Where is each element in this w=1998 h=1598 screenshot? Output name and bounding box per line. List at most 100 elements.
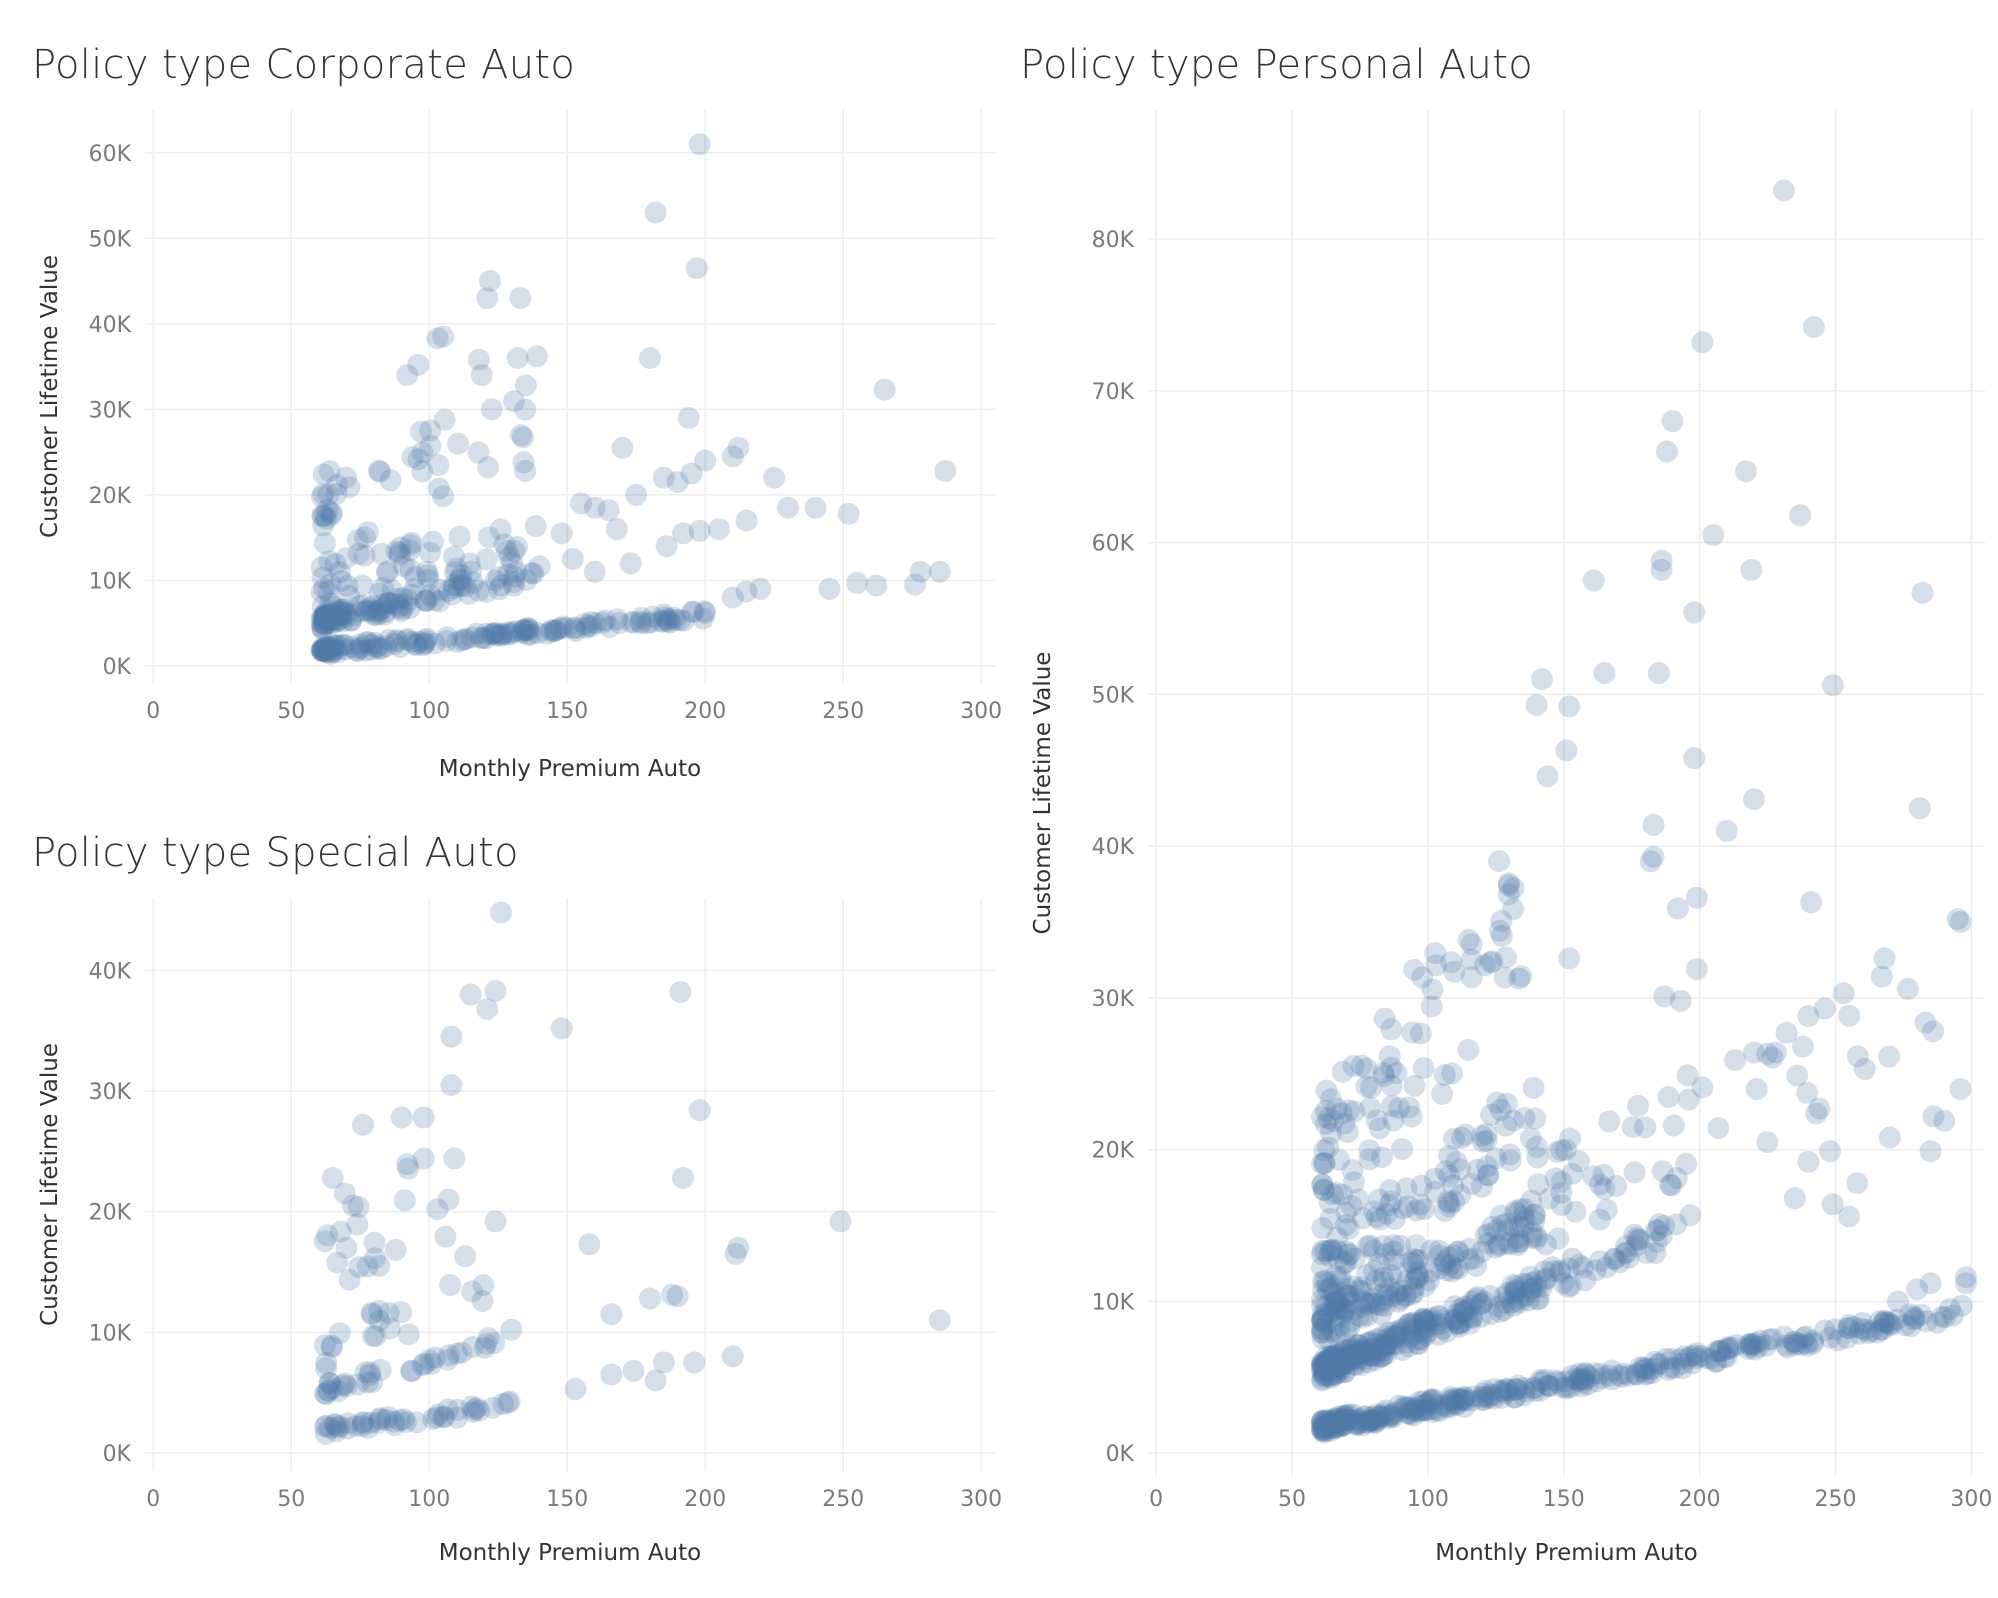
data-point (1311, 1409, 1334, 1432)
data-point (1683, 747, 1706, 770)
data-point (362, 603, 385, 626)
x-tick-label: 150 (546, 1487, 588, 1512)
data-point (1584, 1259, 1607, 1282)
data-point (352, 1411, 375, 1433)
data-point (1525, 1227, 1548, 1250)
data-point (1797, 1150, 1820, 1173)
data-point (644, 1369, 667, 1392)
data-point (426, 327, 449, 350)
data-point (1431, 1317, 1454, 1340)
data-point (453, 628, 476, 651)
data-point (1330, 1357, 1353, 1380)
data-point (1870, 965, 1893, 988)
data-point (511, 621, 534, 644)
data-point (1608, 1364, 1631, 1387)
data-point (326, 1251, 349, 1274)
data-point (326, 605, 349, 628)
data-point (352, 1113, 374, 1136)
data-point (418, 1349, 441, 1372)
data-point (1538, 1187, 1561, 1210)
data-point (377, 629, 400, 652)
data-point (1600, 1359, 1623, 1382)
data-point (1427, 1323, 1450, 1346)
data-point (1438, 1396, 1461, 1419)
data-point (433, 408, 456, 431)
data-point (446, 1406, 468, 1429)
x-tick-label: 200 (684, 1487, 726, 1512)
data-point (476, 287, 499, 310)
data-point (449, 568, 472, 591)
data-point (310, 581, 333, 604)
data-point (1506, 1280, 1529, 1303)
data-point (1380, 1405, 1403, 1428)
data-point (1561, 1162, 1584, 1185)
data-point (319, 1417, 341, 1440)
data-point (1389, 1234, 1412, 1257)
y-tick-label: 20K (89, 484, 132, 509)
data-point (1390, 1279, 1413, 1302)
data-point (1621, 1116, 1644, 1139)
data-point (735, 509, 758, 532)
data-point (428, 590, 451, 613)
data-point (763, 466, 786, 489)
data-point (427, 477, 450, 500)
data-point (483, 1332, 506, 1355)
data-point (1462, 1247, 1485, 1270)
data-point (1504, 1386, 1526, 1409)
data-point (437, 1188, 460, 1211)
x-axis-label: Monthly Premium Auto (439, 1540, 701, 1566)
data-point (1441, 1062, 1463, 1085)
data-point (1332, 1415, 1355, 1437)
data-point (1605, 1175, 1628, 1197)
data-point (317, 1379, 340, 1402)
data-point (1315, 1355, 1338, 1378)
data-point (1469, 1293, 1492, 1316)
data-point (1327, 1247, 1350, 1270)
data-point (1485, 1219, 1508, 1242)
data-point (1327, 1293, 1350, 1315)
data-point (1495, 1378, 1518, 1401)
data-point (1579, 1366, 1601, 1389)
data-point (460, 560, 483, 583)
data-point (1460, 948, 1483, 971)
data-point (636, 612, 659, 635)
data-point (1310, 1106, 1333, 1129)
data-point (1317, 1365, 1340, 1388)
data-point (672, 1166, 695, 1189)
data-point (1868, 1310, 1891, 1333)
data-point (1383, 1207, 1406, 1230)
data-point (1457, 928, 1480, 951)
data-point (1339, 1291, 1362, 1314)
data-point (1675, 1152, 1698, 1175)
data-point (1320, 1354, 1343, 1377)
data-point (1435, 1160, 1457, 1182)
data-point (1402, 1313, 1425, 1336)
data-point (1416, 1316, 1439, 1339)
data-point (433, 1405, 456, 1428)
data-point (1922, 1020, 1945, 1043)
data-point (1355, 1057, 1378, 1080)
x-tick-label: 100 (1407, 1487, 1449, 1512)
data-point (1325, 1181, 1348, 1204)
data-point (693, 600, 716, 623)
data-point (475, 622, 498, 645)
data-point (1368, 1345, 1391, 1368)
data-point (1399, 1312, 1422, 1335)
points-personal (1310, 179, 1977, 1444)
data-point (1499, 1233, 1521, 1256)
data-point (1894, 1314, 1917, 1337)
data-point (1851, 1311, 1874, 1334)
data-point (1366, 1405, 1389, 1428)
data-point (639, 1287, 661, 1310)
data-point (1470, 1175, 1493, 1198)
data-point (515, 569, 538, 591)
data-point (321, 595, 344, 618)
data-point (1380, 1095, 1403, 1117)
data-point (721, 1345, 744, 1368)
data-point (1846, 1172, 1869, 1195)
data-point (1402, 1404, 1425, 1427)
data-point (1531, 1276, 1553, 1299)
data-point (1411, 1318, 1434, 1341)
data-point (518, 619, 541, 642)
data-point (1533, 1260, 1556, 1283)
